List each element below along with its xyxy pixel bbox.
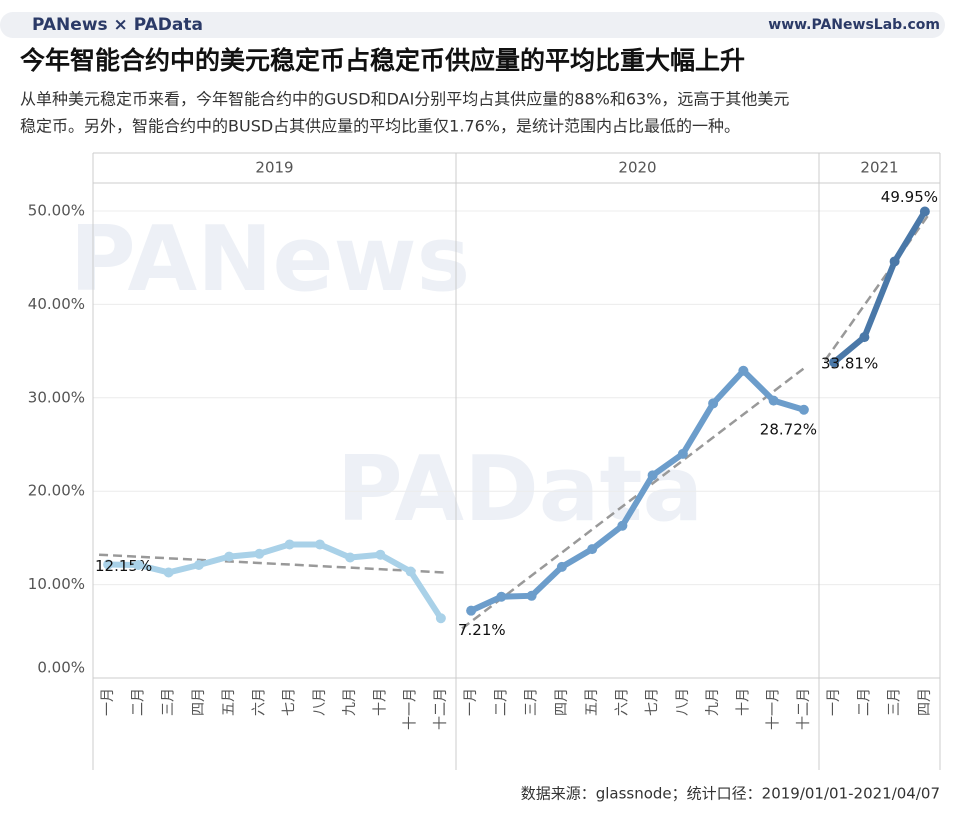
trend-line: [98, 553, 444, 574]
x-tick-label: 五月: [584, 688, 600, 716]
x-tick-label: 二月: [130, 688, 146, 716]
x-tick-label: 三月: [887, 688, 903, 716]
x-tick-label: 三月: [524, 688, 540, 716]
data-point: [405, 566, 416, 577]
data-point: [617, 520, 628, 531]
value-label: 33.81%: [821, 355, 878, 373]
subtitle: 稳定币。另外，智能合约中的BUSD占其供应量的平均比重仅1.76%，是统计范围内…: [20, 117, 740, 136]
data-point: [587, 544, 598, 555]
x-tick-label: 六月: [614, 688, 630, 716]
data-point: [556, 561, 567, 572]
x-tick-label: 一月: [826, 688, 842, 716]
data-point: [526, 590, 537, 601]
data-point: [738, 365, 749, 376]
data-point: [768, 395, 779, 406]
data-point: [314, 539, 325, 550]
y-tick-label: 40.00%: [28, 295, 85, 313]
data-point: [919, 206, 930, 217]
data-point: [345, 552, 356, 563]
y-tick-label: 10.00%: [28, 575, 85, 593]
chart-title: 今年智能合约中的美元稳定币占稳定币供应量的平均比重大幅上升: [20, 46, 745, 75]
x-tick-label: 十二月: [796, 688, 812, 730]
data-point: [375, 549, 386, 560]
x-tick-label: 八月: [675, 688, 691, 716]
brand-bar: [0, 12, 945, 38]
data-line: [108, 541, 444, 620]
watermark: PAData: [337, 437, 704, 542]
data-line: [469, 367, 805, 614]
data-point: [284, 539, 295, 550]
x-tick-label: 三月: [161, 688, 177, 716]
data-point: [647, 470, 658, 481]
panel-label: 2021: [860, 159, 898, 177]
panel-label: 2020: [618, 159, 656, 177]
data-point: [133, 559, 144, 570]
data-point: [224, 551, 235, 562]
brand-url: www.PANewsLab.com: [768, 17, 940, 33]
source: 数据来源：glassnode；统计口径：2019/01/01-2021/04/0…: [521, 785, 940, 803]
x-tick-label: 一月: [100, 688, 116, 716]
x-tick-label: 十一月: [403, 688, 419, 730]
y-tick-label: 0.00%: [37, 659, 85, 677]
data-point: [496, 591, 507, 602]
data-point: [859, 332, 870, 343]
data-point: [103, 559, 114, 570]
x-tick-label: 八月: [312, 688, 328, 716]
x-tick-label: 二月: [493, 688, 509, 716]
data-point: [193, 559, 204, 570]
x-tick-label: 四月: [554, 688, 570, 716]
value-label: 12.15%: [95, 557, 152, 575]
data-point: [254, 548, 265, 559]
x-tick-label: 六月: [251, 688, 267, 716]
data-point: [829, 357, 840, 368]
subtitle: 从单种美元稳定币来看，今年智能合约中的GUSD和DAI分别平均占其供应量的88%…: [20, 90, 789, 109]
value-label: 28.72%: [760, 420, 817, 438]
value-label: 49.95%: [881, 188, 938, 206]
x-tick-label: 二月: [856, 688, 872, 716]
trend-line: [461, 365, 808, 630]
data-point: [435, 613, 446, 624]
x-tick-label: 七月: [645, 688, 661, 716]
x-tick-label: 七月: [282, 688, 298, 716]
x-tick-label: 四月: [917, 688, 933, 716]
data-point: [677, 448, 688, 459]
x-tick-label: 九月: [342, 688, 358, 716]
data-point: [798, 404, 809, 415]
x-tick-label: 一月: [463, 688, 479, 716]
data-point: [466, 605, 477, 616]
x-tick-label: 五月: [221, 688, 237, 716]
y-tick-label: 50.00%: [28, 202, 85, 220]
x-tick-label: 十二月: [433, 688, 449, 730]
y-tick-label: 20.00%: [28, 482, 85, 500]
data-line: [832, 209, 928, 365]
y-tick-label: 30.00%: [28, 388, 85, 406]
x-tick-label: 四月: [191, 688, 207, 716]
watermark: PANews: [70, 207, 470, 312]
x-tick-label: 九月: [705, 688, 721, 716]
data-point: [708, 398, 719, 409]
panel-label: 2019: [255, 159, 293, 177]
data-point: [889, 256, 900, 267]
x-tick-label: 十月: [372, 688, 388, 716]
brand: PANews × PAData: [32, 15, 203, 35]
value-label: 7.21%: [458, 621, 506, 639]
x-tick-label: 十月: [735, 688, 751, 716]
data-point: [163, 567, 174, 578]
x-tick-label: 十一月: [766, 688, 782, 730]
